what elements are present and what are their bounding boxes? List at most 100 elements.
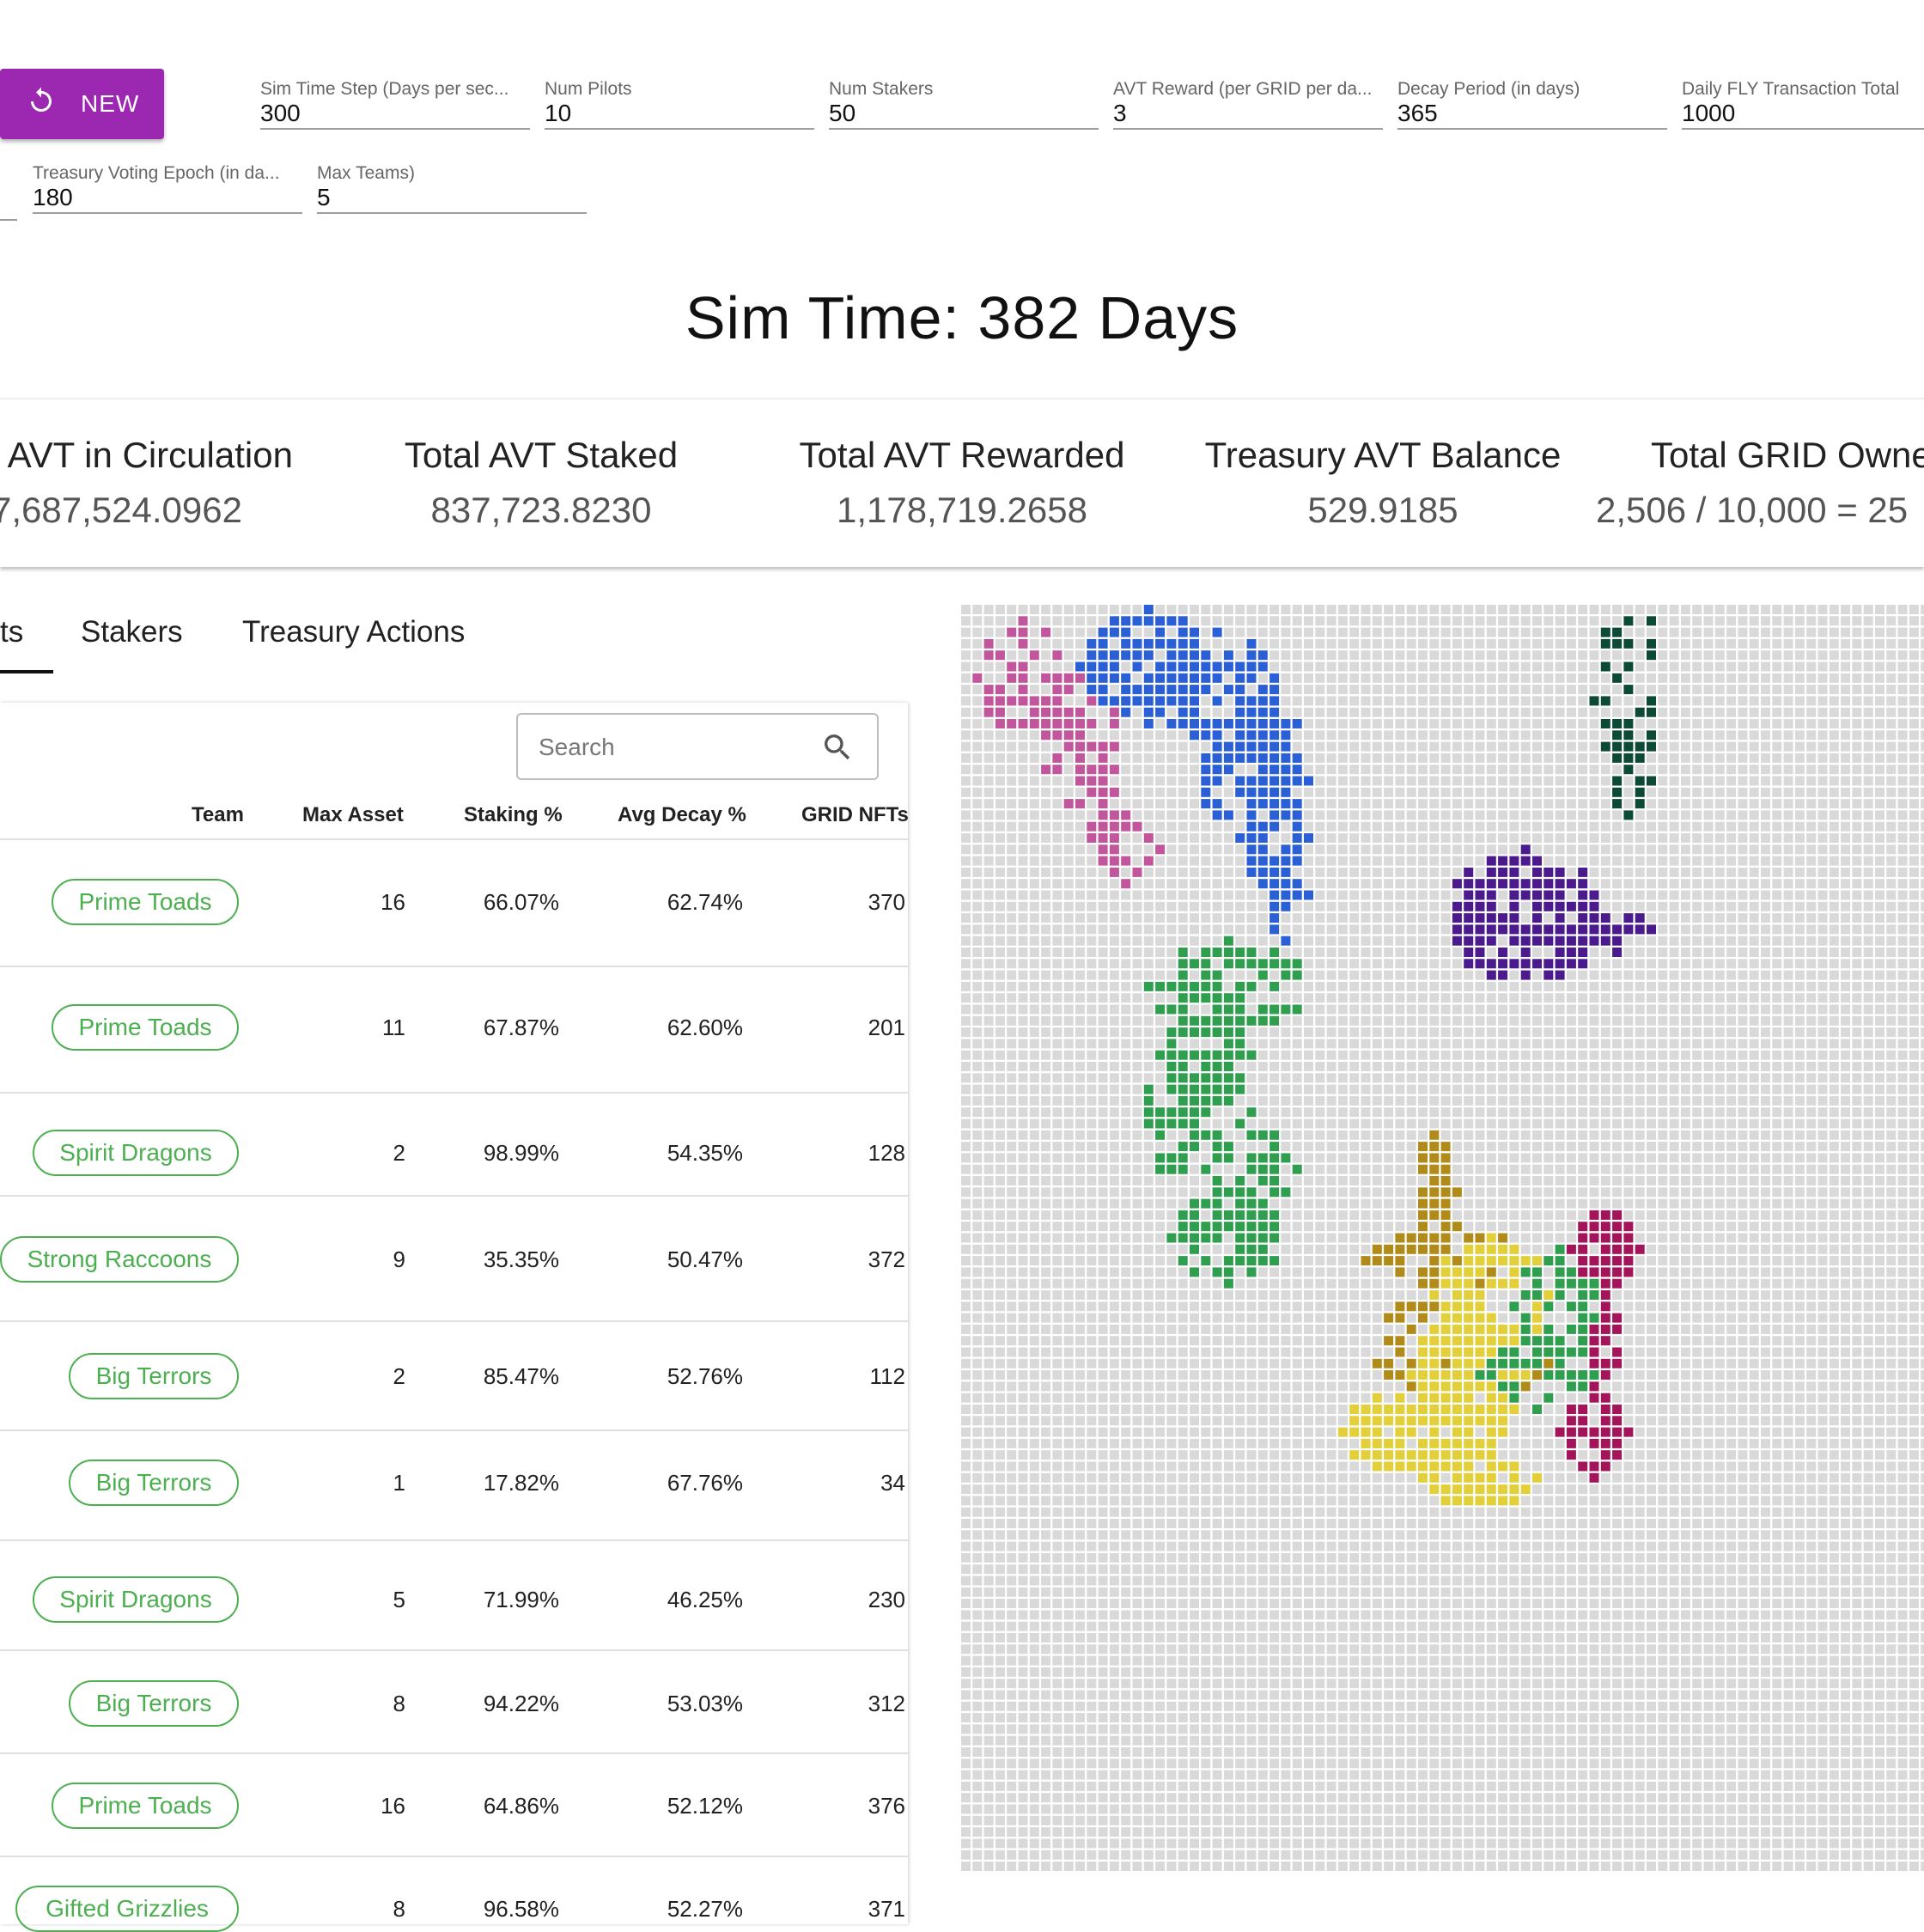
grid-cell [1623,879,1633,888]
grid-cell [1841,1222,1850,1231]
avt-reward-field[interactable]: AVT Reward (per GRID per da... 3 [1113,79,1383,130]
grid-cell [1099,616,1108,625]
team-chip[interactable]: Gifted Grizzlies [15,1886,239,1932]
grid-cell [1110,1131,1119,1140]
grid-cell [1567,1039,1576,1048]
grid-cell [1144,971,1154,980]
team-chip[interactable]: Prime Toads [52,1783,239,1829]
grid-cell [1441,948,1451,957]
grid-cell [1738,868,1747,877]
team-chip[interactable]: Spirit Dragons [33,1130,239,1176]
grid-cell [1361,1119,1371,1129]
num-stakers-field[interactable]: Num Stakers 50 [829,79,1099,130]
grid-cell [1121,868,1130,877]
grid-cell [1155,810,1165,820]
team-chip[interactable]: Big Terrors [69,1680,239,1727]
grid-cell [961,742,971,752]
grid-cell [1407,1016,1416,1026]
grid-cell [1841,1096,1850,1106]
grid-cell [1052,628,1062,637]
team-chip[interactable]: Strong Raccoons [0,1236,239,1283]
grid-cell [1658,1245,1667,1254]
team-chip[interactable]: Big Terrors [69,1460,239,1506]
grid-cell [1338,696,1348,705]
column-header-avg-decay[interactable]: Avg Decay % [618,803,746,827]
grid-cell [995,765,1005,774]
grid-cell [1601,902,1610,911]
owned-grid-cell [1532,902,1542,911]
team-chip[interactable]: Prime Toads [52,879,239,925]
tab-treasury-actions[interactable]: Treasury Actions [242,615,465,649]
grid-cell [1019,708,1028,717]
field-value: 5 [317,184,587,211]
owned-grid-cell [1601,1210,1610,1220]
decay-period-field[interactable]: Decay Period (in days) 365 [1397,79,1667,130]
owned-grid-cell [1019,673,1028,683]
owned-grid-cell [1521,936,1531,946]
grid-cell [1818,856,1828,866]
grid-cell [1658,971,1667,980]
owned-grid-cell [1213,753,1222,763]
search-input[interactable]: Search [516,713,879,780]
grid-cell [1567,1142,1576,1151]
grid-cell [1224,1199,1233,1209]
max-teams-field[interactable]: Max Teams) 5 [317,163,587,214]
num-pilots-field[interactable]: Num Pilots 10 [545,79,814,130]
grid-cell [1612,833,1622,843]
column-header-grid-nfts[interactable]: GRID NFTs [801,803,909,827]
grid-cell [1155,868,1165,877]
grid-cell [1133,1085,1142,1094]
grid-cell [984,719,994,728]
grid-cell [1761,799,1770,808]
grid-cell [1670,1234,1679,1243]
grid-cell [1761,788,1770,797]
tab-pilots[interactable]: ts [0,615,23,649]
grid-cell [1623,1131,1633,1140]
cell-grid-nfts: 312 [868,1691,905,1717]
owned-grid-cell [1247,696,1257,705]
owned-grid-cell [1543,971,1553,980]
team-chip[interactable]: Spirit Dragons [33,1576,239,1623]
grid-cell [1075,685,1085,694]
grid-cell [1441,708,1451,717]
grid-cell [1830,628,1839,637]
grid-cell [995,742,1005,752]
grid-cell [1315,879,1324,888]
grid-cell [1373,1119,1382,1129]
treasury-voting-epoch-field[interactable]: Treasury Voting Epoch (in da... 180 [33,163,302,214]
column-header-team[interactable]: Team [192,803,244,827]
team-chip[interactable]: Big Terrors [69,1353,239,1399]
grid-cell [1099,1176,1108,1185]
grid-cell [1921,1039,1924,1048]
grid-cell [1795,742,1805,752]
new-simulation-button[interactable]: NEW [0,69,164,139]
column-header-max-asset[interactable]: Max Asset [302,803,404,827]
grid-cell [1635,844,1645,854]
grid-cell [1715,936,1725,946]
tab-stakers[interactable]: Stakers [81,615,183,649]
team-chip[interactable]: Prime Toads [52,1004,239,1051]
grid-cell [1304,616,1313,625]
grid-cell [1349,1073,1359,1082]
owned-grid-cell [1590,696,1599,705]
daily-fly-transaction-field[interactable]: Daily FLY Transaction Total 1000 [1682,79,1924,130]
grid-cell [1269,1199,1279,1209]
grid-cell [1487,1165,1496,1174]
grid-cell [1373,639,1382,649]
grid-cell [1886,1222,1896,1231]
grid-cell [972,1256,982,1265]
grid-cell [1772,730,1781,740]
grid-cell [1144,628,1154,637]
grid-cell [1487,650,1496,660]
grid-cell [1487,1039,1496,1048]
sim-time-step-field[interactable]: Sim Time Step (Days per sec... 300 [260,79,530,130]
column-header-staking[interactable]: Staking % [464,803,563,827]
grid-cell [1784,765,1793,774]
grid-cell [1715,1027,1725,1037]
grid-cell [1578,1027,1587,1037]
grid-cell [1921,902,1924,911]
grid-cell [1852,924,1861,934]
owned-grid-cell [1178,650,1188,660]
grid-cell [1361,742,1371,752]
grid-cell [1075,1062,1085,1071]
